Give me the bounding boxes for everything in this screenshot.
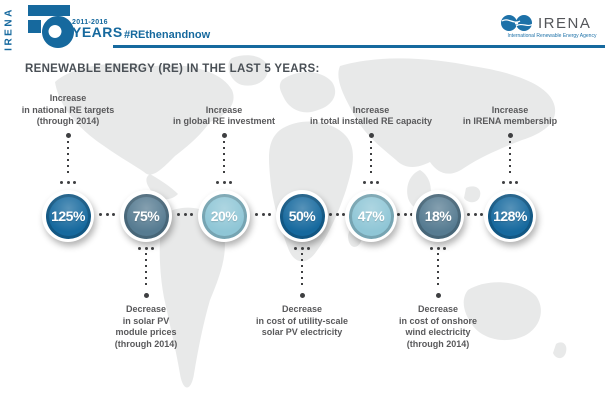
connector-dot xyxy=(435,293,441,298)
connector-dot xyxy=(299,293,305,298)
connector-tridots xyxy=(502,181,518,184)
stat-circle-ring: 47% xyxy=(345,190,397,242)
stat-circle: 50% xyxy=(279,193,325,239)
irena-logo-name: IRENA xyxy=(538,14,592,32)
stat-label-increase-irena-membership: Increase in IRENA membership xyxy=(462,104,558,127)
connector-tridots xyxy=(60,181,76,184)
stat-circle-ring: 18% xyxy=(412,190,464,242)
years-range: 2011-2016 xyxy=(72,19,108,26)
years-label: YEARS xyxy=(72,24,123,40)
stat-label-decrease-onshore-wind-cost: Decrease in cost of onshore wind electri… xyxy=(398,304,478,349)
stat-circle-ring: 128% xyxy=(484,190,536,242)
stat-label-increase-global-re-investment: Increase in global RE investment xyxy=(172,104,276,127)
stat-circle-ring: 75% xyxy=(120,190,172,242)
irena-globes-icon xyxy=(501,15,534,31)
stat-circle: 75% xyxy=(123,193,169,239)
stat-circle: 18% xyxy=(415,193,461,239)
connector-tridots-gap xyxy=(177,213,193,216)
connector-tridots xyxy=(294,247,310,250)
connector-tridots xyxy=(363,181,379,184)
world-map-background xyxy=(55,55,567,388)
irena-logo: IRENA International Renewable Energy Age… xyxy=(500,14,608,39)
connector-tridots xyxy=(138,247,154,250)
vertical-brand: IRENA xyxy=(2,7,16,51)
stat-circle-ring: 50% xyxy=(276,190,328,242)
connector-dot xyxy=(221,133,227,138)
stat-value: 50% xyxy=(288,208,316,224)
connector-tridots-gap xyxy=(99,213,115,216)
stat-label-decrease-utility-scale-solar-pv-cost: Decrease in cost of utility-scale solar … xyxy=(255,304,349,337)
vertical-brand-text: IRENA xyxy=(3,7,15,51)
connector-tridots-gap xyxy=(397,213,413,216)
stat-circle: 128% xyxy=(487,193,533,239)
stat-circle-ring: 20% xyxy=(198,190,250,242)
page-title: RENEWABLE ENERGY (RE) IN THE LAST 5 YEAR… xyxy=(25,63,320,75)
years-block: 2011-2016 YEARS xyxy=(72,19,123,39)
stat-label-increase-national-re-targets: Increase in national RE targets (through… xyxy=(21,93,115,126)
header-rule xyxy=(113,45,605,48)
stat-value: 125% xyxy=(51,208,85,224)
dotted-connector xyxy=(223,141,225,177)
stat-circle-ring: 125% xyxy=(42,190,94,242)
dotted-connector xyxy=(67,141,69,177)
connector-tridots-gap xyxy=(255,213,271,216)
stat-value: 20% xyxy=(210,208,238,224)
dotted-connector xyxy=(437,253,439,289)
stat-circle: 20% xyxy=(201,193,247,239)
dotted-connector xyxy=(370,141,372,177)
stat-value: 47% xyxy=(357,208,385,224)
hashtag: #REthenandnow xyxy=(124,29,211,41)
stat-label-decrease-solar-pv-module-prices: Decrease in solar PV module prices (thro… xyxy=(114,304,178,349)
connector-tridots xyxy=(430,247,446,250)
irena-logo-tagline: International Renewable Energy Agency xyxy=(507,33,597,39)
connector-dot xyxy=(143,293,149,298)
stat-label-increase-installed-re-capacity: Increase in total installed RE capacity xyxy=(309,104,433,127)
header: IRENA 2011-2016 YEARS #REthenandnow xyxy=(0,0,610,52)
dotted-connector xyxy=(301,253,303,289)
dotted-connector xyxy=(145,253,147,289)
stat-value: 18% xyxy=(424,208,452,224)
stat-circle: 47% xyxy=(348,193,394,239)
dotted-connector xyxy=(509,141,511,177)
connector-tridots xyxy=(216,181,232,184)
connector-dot xyxy=(65,133,71,138)
connector-tridots-gap xyxy=(329,213,345,216)
stat-circle: 125% xyxy=(45,193,91,239)
connector-dot xyxy=(507,133,513,138)
connector-dot xyxy=(368,133,374,138)
stat-value: 128% xyxy=(493,208,527,224)
stat-value: 75% xyxy=(132,208,160,224)
connector-tridots-gap xyxy=(467,213,483,216)
five-years-logo-icon xyxy=(28,5,74,48)
